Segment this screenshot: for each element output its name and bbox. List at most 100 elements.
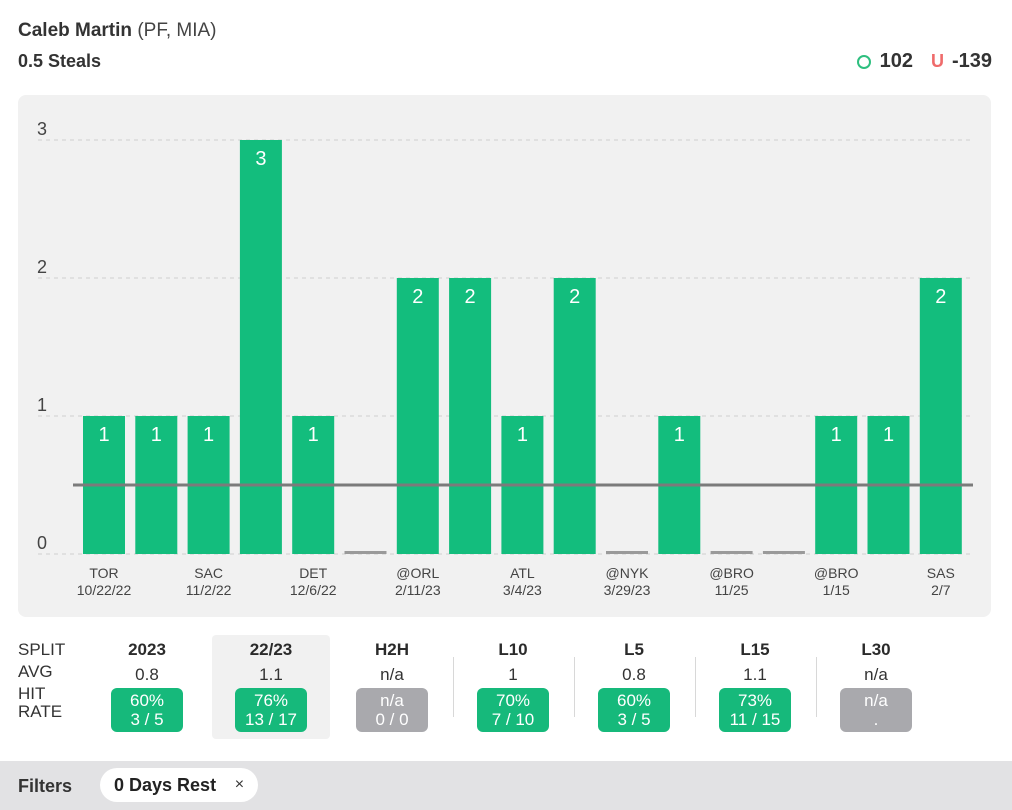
hit-label-line2: RATE: [18, 702, 63, 721]
hit-rate-badge: n/a.: [840, 688, 912, 732]
splits-table: SPLIT AVG HIT RATE 2023 0.8 60% 3 / 5 22/23 1…: [18, 635, 991, 740]
x-tick-team: SAC: [194, 565, 223, 581]
bar: [710, 551, 753, 554]
x-tick-team: @BRO: [709, 565, 754, 581]
bar-value-label: 2: [412, 286, 423, 308]
split-avg: n/a: [380, 665, 404, 684]
avg-label: AVG: [18, 662, 53, 681]
split-column[interactable]: H2H n/a n/a 0 / 0: [333, 635, 451, 739]
split-column[interactable]: 2023 0.8 60% 3 / 5: [88, 635, 206, 739]
close-icon[interactable]: ×: [234, 776, 245, 793]
player-meta: (PF, MIA): [137, 20, 217, 41]
split-column[interactable]: L30 n/a n/a.: [816, 635, 935, 739]
hit-rate-pct: n/a: [380, 691, 404, 710]
split-row-labels: SPLIT AVG HIT RATE: [18, 639, 98, 721]
x-tick-date: 2/11/23: [395, 582, 441, 598]
hit-rate-fraction: 0 / 0: [375, 710, 409, 729]
bar-value-label: 2: [569, 286, 580, 308]
bar-value-label: 3: [255, 148, 266, 170]
split-name: L30: [861, 640, 891, 659]
y-tick-label: 1: [37, 395, 47, 415]
split-divider: [574, 657, 575, 717]
split-name: H2H: [374, 640, 409, 659]
bar: [553, 278, 596, 554]
filter-chip[interactable]: 0 Days Rest ×: [100, 768, 259, 802]
split-name: L15: [740, 640, 770, 659]
split-avg: 1.1: [259, 665, 283, 684]
x-tick-date: 3/29/23: [604, 582, 651, 598]
split-name: L10: [498, 640, 528, 659]
hit-rate-fraction: 3 / 5: [617, 710, 651, 729]
hit-rate-fraction: 7 / 10: [491, 710, 535, 729]
bar-value-label: 2: [935, 286, 946, 308]
split-divider: [816, 657, 817, 717]
split-avg: 1: [508, 665, 518, 684]
bar-value-label: 2: [465, 286, 476, 308]
under-u-icon: U: [930, 51, 944, 71]
split-column[interactable]: L10 1 70% 7 / 10: [453, 635, 572, 739]
hit-rate-badge: 73% 11 / 15: [719, 688, 791, 732]
hit-rate-fraction: 13 / 17: [245, 710, 297, 729]
split-avg: 0.8: [135, 665, 159, 684]
split-avg: 1.1: [743, 665, 767, 684]
split-column[interactable]: L5 0.8 60% 3 / 5: [574, 635, 693, 739]
bar-value-label: 1: [151, 424, 162, 446]
market-label: 0.5 Steals: [18, 51, 102, 71]
bar-value-label: 1: [883, 424, 894, 446]
split-name: 22/23: [249, 640, 293, 659]
x-tick-team: DET: [299, 565, 327, 581]
split-name: 2023: [128, 640, 166, 659]
split-divider: [695, 657, 696, 717]
x-tick-date: 1/15: [823, 582, 850, 598]
over-odds[interactable]: 102: [879, 50, 913, 72]
bar: [239, 140, 282, 554]
bar-value-label: 1: [203, 424, 214, 446]
x-tick-team: ATL: [510, 565, 535, 581]
bar: [606, 551, 648, 554]
bar: [919, 278, 962, 554]
bar: [344, 551, 387, 554]
x-tick-date: 2/7: [931, 582, 951, 598]
hit-rate-pct: 60%: [129, 691, 165, 710]
hit-rate-pct: 76%: [253, 691, 289, 710]
hit-label-line1: HIT: [18, 684, 46, 703]
header: Caleb Martin (PF, MIA) 0.5 Steals 102 U …: [18, 18, 992, 78]
bar-value-label: 1: [98, 424, 109, 446]
hit-rate-badge: n/a 0 / 0: [356, 688, 428, 732]
x-tick-team: @BRO: [814, 565, 859, 581]
bar: [762, 551, 805, 554]
split-name: L5: [624, 640, 644, 659]
odds: 102 U -139: [856, 50, 992, 73]
bar: [396, 278, 439, 554]
filters-label: Filters: [18, 776, 73, 796]
x-tick-team: @NYK: [606, 565, 650, 581]
split-avg: n/a: [864, 665, 888, 684]
split-label: SPLIT: [18, 640, 66, 659]
y-tick-label: 0: [37, 533, 47, 553]
chart-panel: 0 1 2 3 1 1 1 3 1 2 2 1 2 1 1 1 2 TOR 10/22/22 SAC 11/2/22 DE…: [18, 95, 991, 617]
split-avg: 0.8: [622, 665, 646, 684]
x-tick-date: 12/6/22: [290, 582, 337, 598]
bar-value-label: 1: [308, 424, 319, 446]
filter-chip-label: 0 Days Rest: [114, 775, 217, 795]
hit-rate-badge: 70% 7 / 10: [477, 688, 549, 732]
bar-value-label: 1: [831, 424, 842, 446]
hit-rate-badge: 60% 3 / 5: [598, 688, 670, 732]
hit-rate-fraction: 11 / 15: [729, 710, 781, 729]
y-tick-label: 3: [37, 119, 47, 139]
x-tick-team: @ORL: [396, 565, 439, 581]
hit-rate-fraction: .: [873, 710, 879, 729]
under-odds[interactable]: -139: [951, 50, 992, 72]
filters-bar: Filters 0 Days Rest ×: [0, 761, 1012, 810]
hit-rate-pct: n/a: [864, 691, 888, 710]
x-tick-date: 11/25: [715, 582, 749, 598]
split-column[interactable]: 22/23 1.1 76% 13 / 17: [212, 635, 330, 739]
split-divider: [453, 657, 454, 717]
player-title: Caleb Martin (PF, MIA): [18, 20, 216, 42]
hit-rate-pct: 70%: [495, 691, 531, 710]
bar: [449, 278, 492, 554]
split-column[interactable]: L15 1.1 73% 11 / 15: [695, 635, 814, 739]
x-tick-date: 11/2/22: [186, 582, 232, 598]
hit-rate-badge: 60% 3 / 5: [111, 688, 183, 732]
